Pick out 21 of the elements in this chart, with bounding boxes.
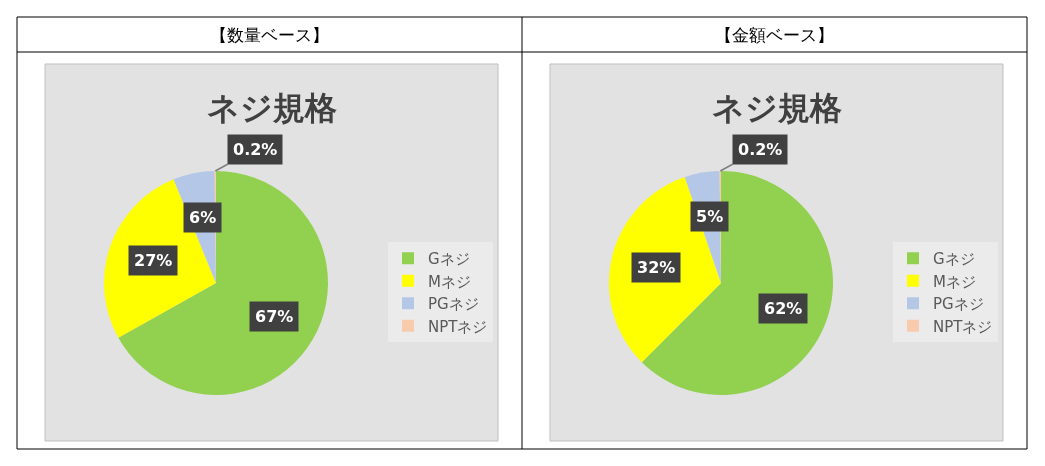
text: 【金額ベース】 bbox=[715, 25, 834, 45]
legend-label: Mネジ bbox=[933, 272, 976, 291]
legend-label: Mネジ bbox=[428, 272, 471, 291]
legend-label: NPTネジ bbox=[933, 317, 993, 336]
chart-title: ネジ規格 bbox=[712, 89, 842, 127]
data-label: 5% bbox=[696, 207, 724, 226]
legend-label: Gネジ bbox=[428, 250, 470, 269]
data-label: 27% bbox=[134, 251, 173, 270]
text: 【数量ベース】 bbox=[210, 25, 329, 45]
data-label: 6% bbox=[189, 208, 217, 227]
data-label: 0.2% bbox=[233, 140, 278, 159]
data-label: 0.2% bbox=[738, 140, 783, 159]
legend-label: NPTネジ bbox=[428, 317, 488, 336]
legend-label: Gネジ bbox=[933, 250, 975, 269]
legend-label: PGネジ bbox=[428, 295, 479, 314]
data-label: 32% bbox=[637, 258, 676, 277]
data-label: 67% bbox=[255, 307, 294, 326]
legend-label: PGネジ bbox=[933, 295, 984, 314]
pie-slice bbox=[118, 171, 328, 395]
chart-title: ネジ規格 bbox=[207, 89, 337, 127]
data-label: 62% bbox=[764, 299, 803, 318]
